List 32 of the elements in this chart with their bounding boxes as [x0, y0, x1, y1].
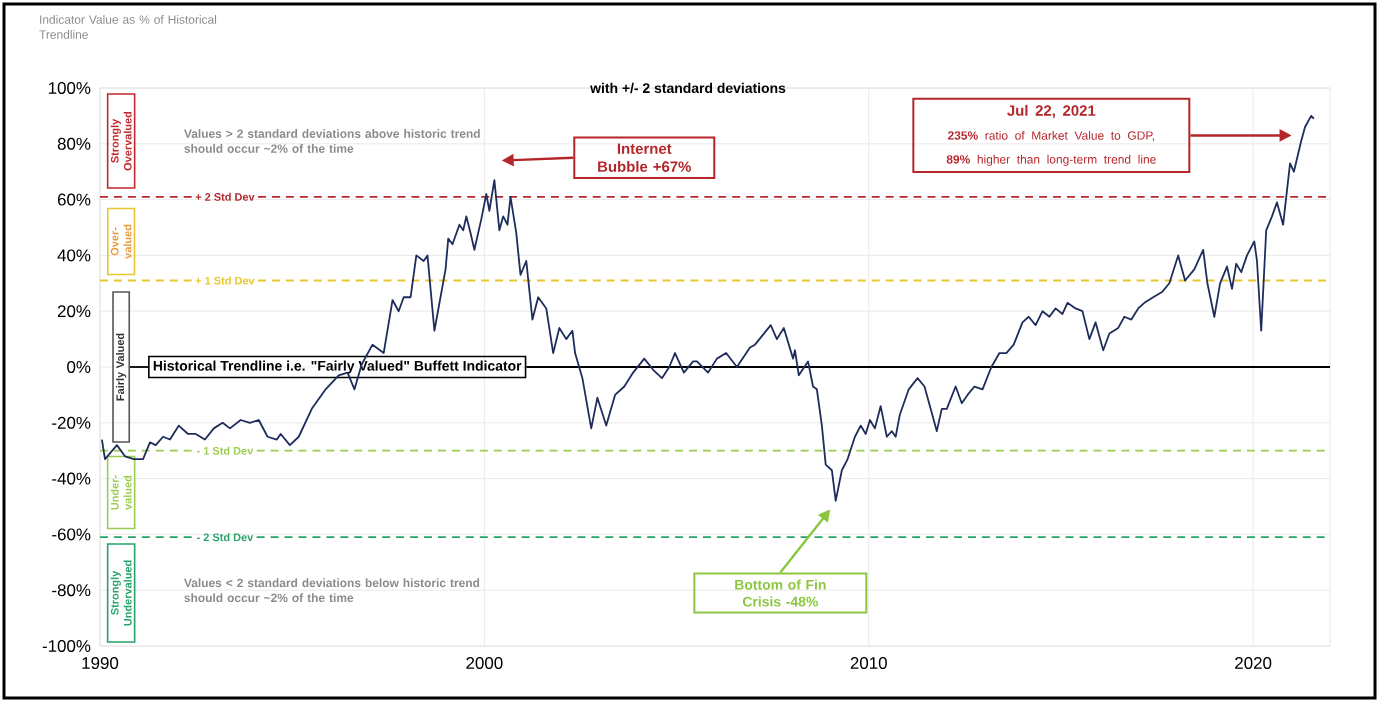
y-tick-label: 60%	[57, 193, 91, 206]
annotation: Jul 22, 2021	[1007, 104, 1096, 118]
annotation: Internet Bubble +67%	[598, 143, 691, 172]
y-tick-label: -80%	[52, 584, 91, 597]
y-tick-label: 40%	[57, 249, 91, 262]
chart-subtitle: with +/- 2 standard deviations	[590, 82, 786, 94]
annotation: Values < 2 standard deviations below historic trend should occur ~2% of the time	[184, 578, 480, 603]
y-tick-label: 100%	[48, 82, 91, 94]
ref-line-label: + 2 Std Dev	[195, 192, 255, 201]
ref-line-label: - 2 Std Dev	[197, 533, 254, 542]
text: 235% ratio of Market Value to GDP, 89% higher than long-term trend line	[946, 130, 1156, 166]
annotation: Bottom of Fin Crisis -48%	[735, 579, 826, 607]
y-axis-title: Indicator Value as % of Historical Trendline	[39, 15, 217, 39]
y-tick-label: 0%	[67, 361, 91, 373]
y-tick-label: -100%	[42, 640, 91, 652]
annotation: Under-valued	[110, 475, 132, 510]
y-tick-label: 20%	[57, 305, 91, 318]
annotation: Values > 2 standard deviations above historic trend should occur ~2% of the time	[184, 129, 480, 153]
ref-line-label: + 1 Std Dev	[195, 276, 255, 285]
annotation: Fairly Valued	[116, 333, 127, 401]
x-tick-label: 2000	[466, 657, 503, 670]
y-tick-label: -20%	[52, 416, 91, 429]
ref-line-label: - 1 Std Dev	[197, 446, 254, 455]
y-tick-label: 80%	[57, 137, 91, 150]
x-tick-label: 2010	[850, 657, 887, 670]
annotation: Strongly Overvalued	[110, 111, 132, 171]
y-tick-label: -60%	[52, 528, 91, 541]
annotation: Over-valued	[110, 224, 132, 259]
x-tick-label: 1990	[82, 657, 119, 670]
annotation: Strongly Undervalued	[110, 560, 132, 626]
x-tick-label: 2020	[1235, 657, 1272, 670]
y-tick-label: -40%	[52, 472, 91, 485]
